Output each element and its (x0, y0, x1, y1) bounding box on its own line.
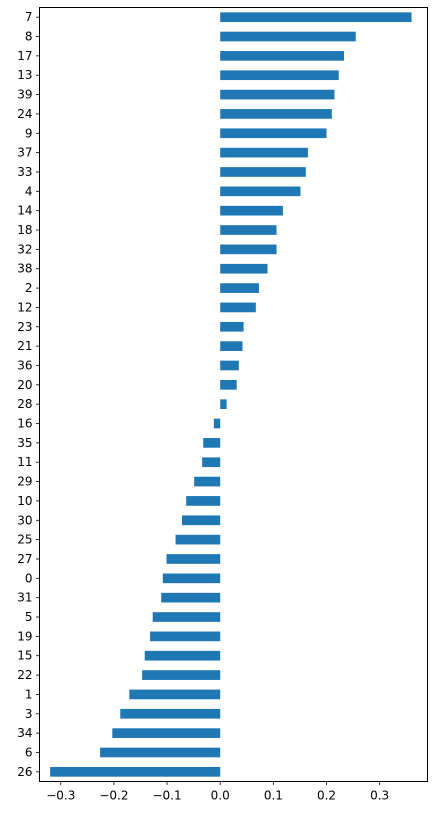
bar-0 (162, 573, 221, 584)
bar-29 (194, 476, 221, 487)
bar-28 (220, 399, 227, 410)
bar-4 (220, 186, 301, 197)
y-tick-label: 26 (17, 765, 32, 779)
y-tick-label: 20 (17, 378, 32, 392)
y-tick-label: 4 (25, 184, 33, 198)
y-tick-label: 1 (25, 687, 33, 701)
plot-frame (39, 7, 428, 782)
bar-20 (220, 379, 237, 390)
y-tick-label: 35 (17, 436, 32, 450)
bar-36 (220, 360, 239, 371)
y-tick-label: 15 (17, 649, 32, 663)
y-tick-label: 19 (17, 629, 32, 643)
bar-34 (112, 728, 221, 738)
bar-23 (220, 321, 244, 332)
y-tick-label: 10 (17, 494, 32, 508)
y-tick-label: 34 (17, 726, 32, 740)
x-tick-label: −0.2 (99, 789, 128, 803)
x-tick-label: −0.3 (46, 789, 75, 803)
bar-26 (50, 766, 221, 777)
y-tick-label: 11 (17, 455, 32, 469)
bar-3 (120, 708, 221, 719)
bar-31 (161, 592, 221, 603)
x-tick-label: 0.2 (317, 789, 336, 803)
bar-35 (203, 438, 221, 448)
bar-22 (142, 670, 221, 680)
y-tick-label: 23 (17, 320, 32, 334)
bar-19 (150, 631, 221, 642)
bar-14 (220, 205, 283, 216)
bar-11 (202, 457, 221, 468)
y-tick-label: 6 (25, 745, 33, 759)
y-tick-label: 22 (17, 668, 32, 682)
y-tick-label: 14 (17, 204, 32, 218)
bars-layer (50, 12, 412, 777)
bar-2 (220, 283, 260, 293)
x-tick-label: −0.1 (152, 789, 181, 803)
bar-5 (152, 612, 221, 622)
y-tick-label: 17 (17, 49, 32, 63)
bar-27 (166, 554, 221, 564)
bar-37 (220, 147, 308, 158)
bar-15 (144, 650, 221, 661)
y-tick-label: 24 (17, 107, 32, 121)
bar-9 (220, 128, 327, 139)
bar-10 (186, 496, 221, 506)
y-tick-label: 25 (17, 533, 32, 547)
bar-18 (220, 225, 277, 235)
y-tick-label: 36 (17, 358, 32, 372)
y-tick-label: 39 (17, 88, 32, 102)
y-tick-label: 31 (17, 591, 32, 605)
bar-7 (220, 12, 412, 23)
y-tick-label: 30 (17, 513, 32, 527)
bar-12 (220, 302, 256, 313)
bar-30 (181, 515, 221, 526)
y-tick-label: 38 (17, 262, 32, 276)
bar-13 (220, 70, 339, 81)
y-tick-label: 37 (17, 146, 32, 160)
bar-6 (100, 747, 221, 758)
x-tick-label: 0.3 (370, 789, 389, 803)
y-tick-label: 33 (17, 165, 32, 179)
bar-17 (220, 51, 345, 61)
bar-32 (220, 244, 277, 255)
bar-1 (129, 689, 221, 700)
y-tick-label: 12 (17, 300, 32, 314)
y-tick-label: 29 (17, 475, 32, 489)
bar-38 (220, 263, 268, 274)
y-tick-label: 27 (17, 552, 32, 566)
y-tick-label: 32 (17, 242, 32, 256)
y-tick-label: 3 (25, 707, 33, 721)
y-tick-label: 7 (25, 10, 33, 24)
y-tick-label: 8 (25, 30, 33, 44)
y-tick-label: 0 (25, 571, 33, 585)
y-tick-label: 21 (17, 339, 32, 353)
bar-24 (220, 109, 332, 119)
y-axis-ticks: 7817133924937334141832382122321362028163… (17, 10, 40, 779)
bar-25 (175, 534, 221, 545)
bar-39 (220, 89, 335, 100)
y-tick-label: 28 (17, 397, 32, 411)
x-tick-label: 0.0 (211, 789, 230, 803)
y-tick-label: 2 (25, 281, 33, 295)
x-axis-ticks: −0.3 −0.2 −0.1 0.0 0.1 0.2 0.3 (46, 781, 389, 803)
bar-21 (220, 341, 243, 351)
y-tick-label: 9 (25, 126, 33, 140)
bar-8 (220, 31, 356, 42)
bar-33 (220, 167, 306, 177)
x-tick-label: 0.1 (264, 789, 283, 803)
y-tick-label: 5 (25, 610, 33, 624)
y-tick-label: 13 (17, 68, 32, 82)
bar-16 (213, 418, 221, 429)
y-tick-label: 16 (17, 417, 32, 431)
y-tick-label: 18 (17, 223, 32, 237)
